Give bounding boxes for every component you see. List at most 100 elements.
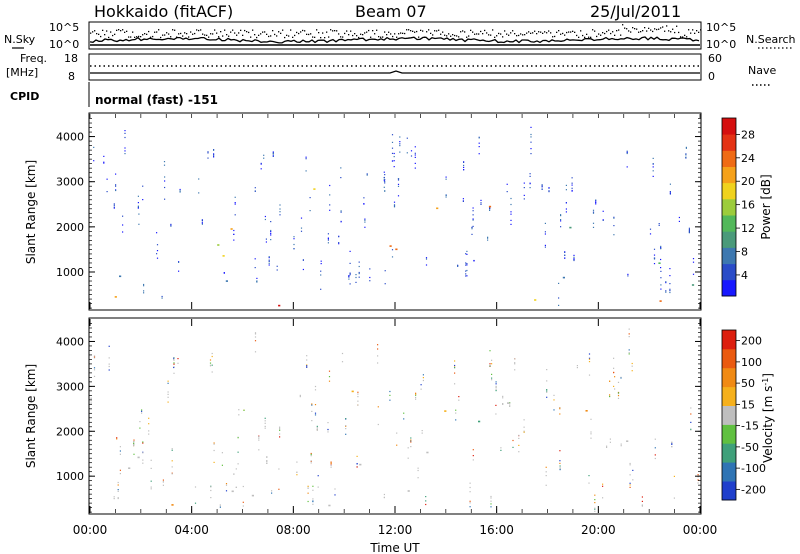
velocity-x-axis: 00:00 04:00 08:00 12:00 16:00 20:00 00:00 (73, 114, 717, 537)
noise-cell (327, 242, 329, 244)
noise-cell (472, 455, 474, 457)
noise-cell (530, 141, 532, 143)
noise-cell (692, 273, 695, 275)
x-tick-label: 16:00 (479, 523, 514, 537)
nsearch-dot (568, 31, 570, 33)
noise-cell (560, 215, 562, 217)
noise-cell (264, 215, 266, 218)
noise-cell (649, 233, 652, 235)
nsearch-dot (204, 34, 206, 36)
nsearch-dot (154, 31, 156, 33)
noise-cell (341, 361, 344, 363)
nsearch-dot (694, 32, 696, 34)
noise-cell (383, 171, 385, 173)
noise-cell (108, 365, 110, 368)
noise-cell (108, 345, 110, 347)
nsearch-dot (354, 33, 356, 35)
noise-cell (167, 393, 169, 395)
noise-cell (310, 452, 312, 455)
noise-cell (201, 223, 203, 225)
noise-cell (602, 219, 604, 221)
nsearch-dot (660, 27, 662, 29)
noise-cell (478, 146, 480, 148)
nsearch-dot (438, 29, 440, 31)
noise-cell (592, 211, 595, 213)
nsearch-dot (562, 32, 564, 35)
noise-cell (653, 254, 656, 256)
noise-cell (314, 414, 317, 416)
nsearch-dot (388, 31, 390, 33)
noise-cell (117, 484, 119, 486)
colorbar-swatch (722, 330, 736, 350)
noise-cell (278, 468, 280, 470)
noise-cell (518, 434, 520, 436)
echo-cell (251, 494, 254, 497)
nsearch-dot (366, 31, 368, 33)
noise-cell (279, 426, 281, 428)
noise-cell (653, 258, 656, 260)
noise-cell (237, 451, 239, 453)
noise-cell (330, 461, 332, 463)
noise-cell (478, 142, 480, 144)
nsearch-dot (468, 35, 470, 37)
nsearch-dot (356, 35, 358, 37)
nsearch-dot (274, 33, 276, 36)
noise-cell (349, 273, 351, 275)
noise-cell (143, 292, 145, 294)
colorbar-tick-label: 8 (741, 246, 748, 259)
noise-cell (115, 173, 117, 175)
colorbar-swatch (722, 263, 736, 281)
noise-cell (559, 462, 561, 464)
nave-label: Nave (748, 64, 776, 77)
noise-cell (415, 396, 417, 399)
noise-cell (316, 428, 318, 430)
noise-cell (306, 355, 308, 357)
noise-cell (142, 199, 144, 201)
noise-cell (108, 363, 110, 365)
noise-cell (671, 442, 673, 444)
noise-cell (573, 258, 575, 260)
noise-cell (138, 223, 140, 225)
noise-cell (348, 276, 350, 278)
noise-cell (211, 355, 213, 358)
nsearch-dot (376, 29, 378, 31)
noise-cell (213, 155, 215, 157)
noise-cell (626, 152, 628, 155)
noise-cell (410, 155, 413, 157)
freq-panel-frame (88, 53, 702, 81)
noise-cell (264, 427, 266, 429)
noise-cell (660, 246, 662, 249)
nsearch-dot (476, 33, 478, 35)
nsearch-dot (334, 30, 336, 32)
noise-cell (266, 460, 268, 462)
nsearch-dot (288, 35, 290, 37)
noise-cell (422, 377, 424, 379)
noise-cell (541, 185, 543, 187)
noise-cell (502, 403, 504, 405)
velocity-ylabel: Slant Range [km] (24, 364, 38, 468)
noise-cell (697, 479, 699, 481)
noise-cell (393, 152, 395, 155)
noise-cell (384, 180, 386, 183)
noise-cell (641, 500, 643, 502)
colorbar-tick-label: -15 (741, 420, 759, 433)
nsearch-dot (90, 32, 92, 34)
noise-cell (641, 496, 643, 498)
nsearch-dot (218, 36, 220, 38)
noise-cell (177, 358, 179, 360)
colorbar-swatch (722, 166, 736, 184)
noise-cell (364, 221, 366, 223)
noise-cell (415, 393, 417, 395)
nsearch-dot (644, 27, 646, 29)
noise-cell (364, 226, 366, 228)
echo-cell (444, 410, 447, 412)
noise-cell (558, 282, 560, 284)
noise-cell (523, 187, 525, 189)
noise-cell (626, 151, 628, 153)
noise-cell (631, 362, 633, 365)
nsearch-dot (162, 34, 164, 36)
noise-cell (311, 420, 313, 422)
noise-cell (530, 133, 532, 136)
noise-cell (415, 394, 417, 396)
noise-cell (478, 137, 480, 139)
